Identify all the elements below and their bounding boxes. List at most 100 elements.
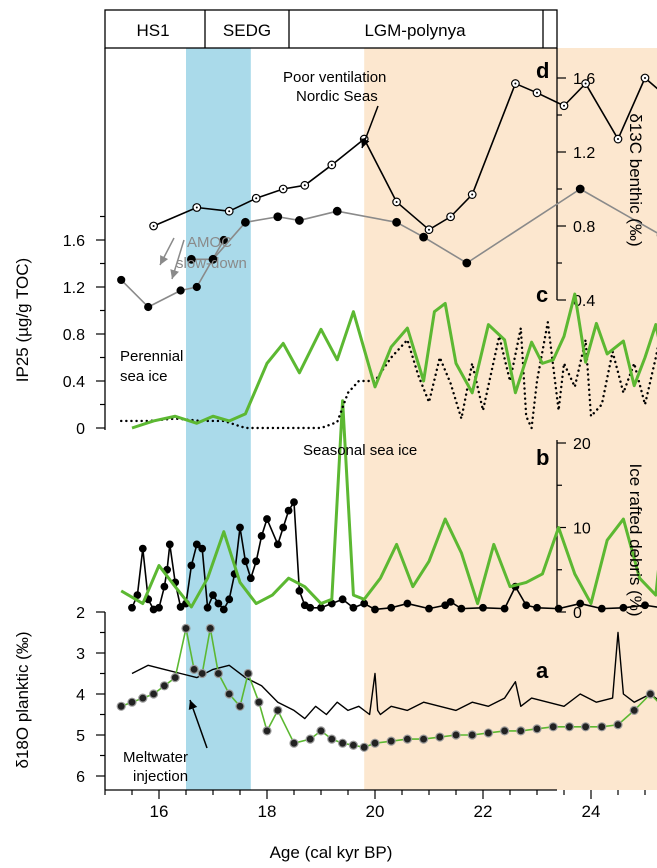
series-b-black-point bbox=[273, 540, 282, 549]
series-d-filled-point bbox=[332, 206, 342, 216]
series-b-black-point bbox=[441, 601, 450, 610]
annotation-poor-ventilation-2: Nordic Seas bbox=[296, 88, 378, 105]
tick-label-a: 3 bbox=[76, 646, 85, 663]
panel-letter-b: b bbox=[536, 445, 549, 470]
shading-band-1 bbox=[364, 48, 657, 790]
series-b-black-point bbox=[279, 523, 288, 532]
series-d-open-center bbox=[563, 104, 565, 107]
series-c-gray-point bbox=[176, 286, 185, 295]
series-d-open-center bbox=[195, 206, 198, 209]
series-b-black-point bbox=[425, 604, 433, 613]
arrow-meltwater bbox=[188, 699, 208, 749]
series-b-black-point bbox=[403, 599, 412, 608]
panel-letter-c: c bbox=[536, 282, 548, 307]
series-a-green-point bbox=[359, 742, 369, 752]
annotation-seasonal: Seasonal sea ice bbox=[303, 442, 417, 459]
series-b-black-point bbox=[446, 597, 455, 606]
tick-label-a: 2 bbox=[76, 605, 85, 622]
series-d-open-center bbox=[152, 225, 155, 227]
series-b-black-point bbox=[155, 603, 163, 612]
series-b-black-point bbox=[214, 599, 223, 608]
series-a-green-point bbox=[435, 732, 445, 742]
series-a-green-point bbox=[500, 726, 510, 736]
series-d-open-center bbox=[584, 82, 587, 85]
series-d-open-center bbox=[644, 77, 646, 79]
arrow-amoc-1 bbox=[159, 237, 175, 266]
tick-label-d: 0.4 bbox=[573, 293, 595, 310]
series-a-green-point bbox=[305, 734, 315, 744]
x-tick-label: 18 bbox=[258, 802, 277, 821]
series-d-open-center bbox=[303, 184, 306, 187]
series-a-green-point bbox=[532, 724, 542, 734]
series-b-black-point bbox=[349, 603, 358, 612]
series-d-open-center bbox=[536, 91, 538, 94]
series-b-black-point bbox=[597, 604, 606, 613]
series-b-black-point bbox=[619, 603, 628, 612]
x-tick-label: 24 bbox=[582, 802, 601, 821]
series-a-green-point bbox=[483, 728, 493, 738]
axis-title-ird: Ice rafted debris (%) bbox=[626, 463, 645, 616]
series-b-black-point bbox=[500, 604, 509, 613]
series-b-black-point bbox=[128, 603, 136, 612]
series-b-black-point bbox=[457, 604, 466, 613]
arrow-poor-ventilation bbox=[360, 105, 379, 149]
tick-label-b: 20 bbox=[573, 436, 591, 453]
series-b-black-point bbox=[338, 595, 347, 604]
series-b-black-point bbox=[387, 603, 396, 612]
tick-label-a: 4 bbox=[76, 687, 85, 704]
series-b-black-point bbox=[241, 557, 250, 566]
axis-title-d13c: δ13C benthic (‰) bbox=[626, 113, 645, 246]
arrow-amoc-2 bbox=[170, 239, 185, 280]
series-d-open-center bbox=[514, 82, 517, 85]
tick-label-d: 1.2 bbox=[573, 145, 595, 162]
series-a-green-point bbox=[613, 720, 623, 730]
series-c-dotted-line bbox=[119, 321, 657, 430]
tick-label-b: 10 bbox=[573, 521, 591, 538]
series-a-green-point bbox=[386, 736, 396, 746]
tick-label-b: 0 bbox=[573, 605, 582, 622]
series-b-black-point bbox=[133, 591, 142, 599]
series-a-green-point bbox=[597, 722, 607, 732]
series-a-green-point bbox=[338, 738, 348, 748]
series-b-black-point bbox=[246, 574, 255, 583]
series-a-green-point bbox=[419, 734, 429, 744]
series-a-green-point bbox=[467, 730, 477, 740]
series-d-filled-point bbox=[575, 184, 585, 194]
annotation-amoc-1: AMOC bbox=[187, 234, 232, 251]
series-a-green-point bbox=[159, 681, 169, 691]
series-b-black-point bbox=[176, 603, 185, 611]
series-a-green-point bbox=[116, 701, 126, 711]
annotation-meltwater-1: Meltwater bbox=[123, 749, 188, 766]
series-d-filled-point bbox=[186, 254, 196, 264]
series-a-green-point bbox=[197, 668, 207, 679]
series-d-open-center bbox=[449, 215, 452, 218]
data-series bbox=[116, 73, 657, 752]
series-d-open-center bbox=[395, 200, 398, 203]
series-a-green-point bbox=[564, 722, 575, 732]
tick-label-c: 1.2 bbox=[63, 280, 85, 297]
series-a-green-point bbox=[127, 697, 137, 707]
axis-title-ip25: IP25 (µg/g TOC) bbox=[13, 258, 32, 382]
series-a-green-point bbox=[170, 672, 180, 683]
series-c-green-line bbox=[131, 292, 657, 430]
series-c-gray-point bbox=[117, 275, 126, 285]
series-b-black-point bbox=[209, 591, 217, 599]
series-d-filled-point bbox=[462, 258, 472, 268]
series-b-black-point bbox=[225, 595, 234, 604]
series-a-green-point bbox=[213, 668, 223, 679]
series-b-black-point bbox=[522, 601, 531, 610]
tick-label-c: 0.8 bbox=[63, 327, 85, 344]
series-a-green-point bbox=[273, 705, 283, 716]
annotation-perennial-1: Perennial bbox=[120, 348, 183, 365]
tick-label-c: 0 bbox=[76, 421, 85, 438]
series-a-green-point bbox=[205, 623, 215, 634]
series-b-green-line bbox=[120, 399, 657, 609]
series-b-black-point bbox=[360, 599, 369, 608]
series-a-green-point bbox=[254, 697, 264, 707]
tick-label-c: 0.4 bbox=[63, 374, 85, 391]
series-b-black-point bbox=[641, 601, 649, 610]
series-a-black-line bbox=[131, 631, 657, 720]
period-label-lgm: LGM-polynya bbox=[364, 21, 466, 40]
series-b-black-point bbox=[203, 603, 212, 612]
